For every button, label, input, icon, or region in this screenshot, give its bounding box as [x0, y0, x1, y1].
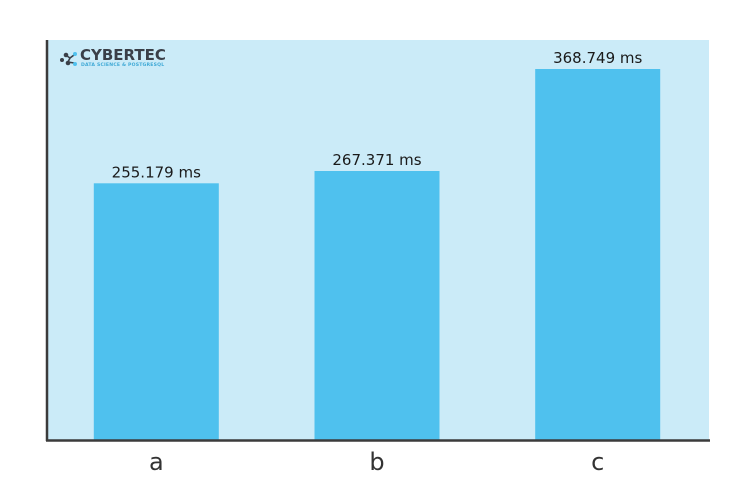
category-labels-group: a b c: [149, 448, 604, 476]
bar-value-label-a: 255.179 ms: [112, 163, 201, 181]
category-label-b: b: [369, 448, 384, 476]
category-label-c: c: [591, 448, 604, 476]
bar-value-label-b: 267.371 ms: [332, 151, 421, 169]
category-label-a: a: [149, 448, 164, 476]
bar-c: [535, 69, 661, 440]
bar-labels-group: 255.179 ms 267.371 ms 368.749 ms: [112, 49, 643, 181]
bars-group: [93, 69, 661, 441]
molecule-logo-icon: [60, 52, 77, 66]
logo-wordmark: CYBERTEC: [80, 46, 166, 64]
cybertec-logo: CYBERTEC DATA SCIENCE & POSTGRESQL: [60, 46, 166, 68]
logo-tagline: DATA SCIENCE & POSTGRESQL: [81, 62, 164, 68]
bar-b: [314, 171, 440, 440]
bar-value-label-c: 368.749 ms: [553, 49, 642, 67]
bar-a: [93, 183, 219, 441]
